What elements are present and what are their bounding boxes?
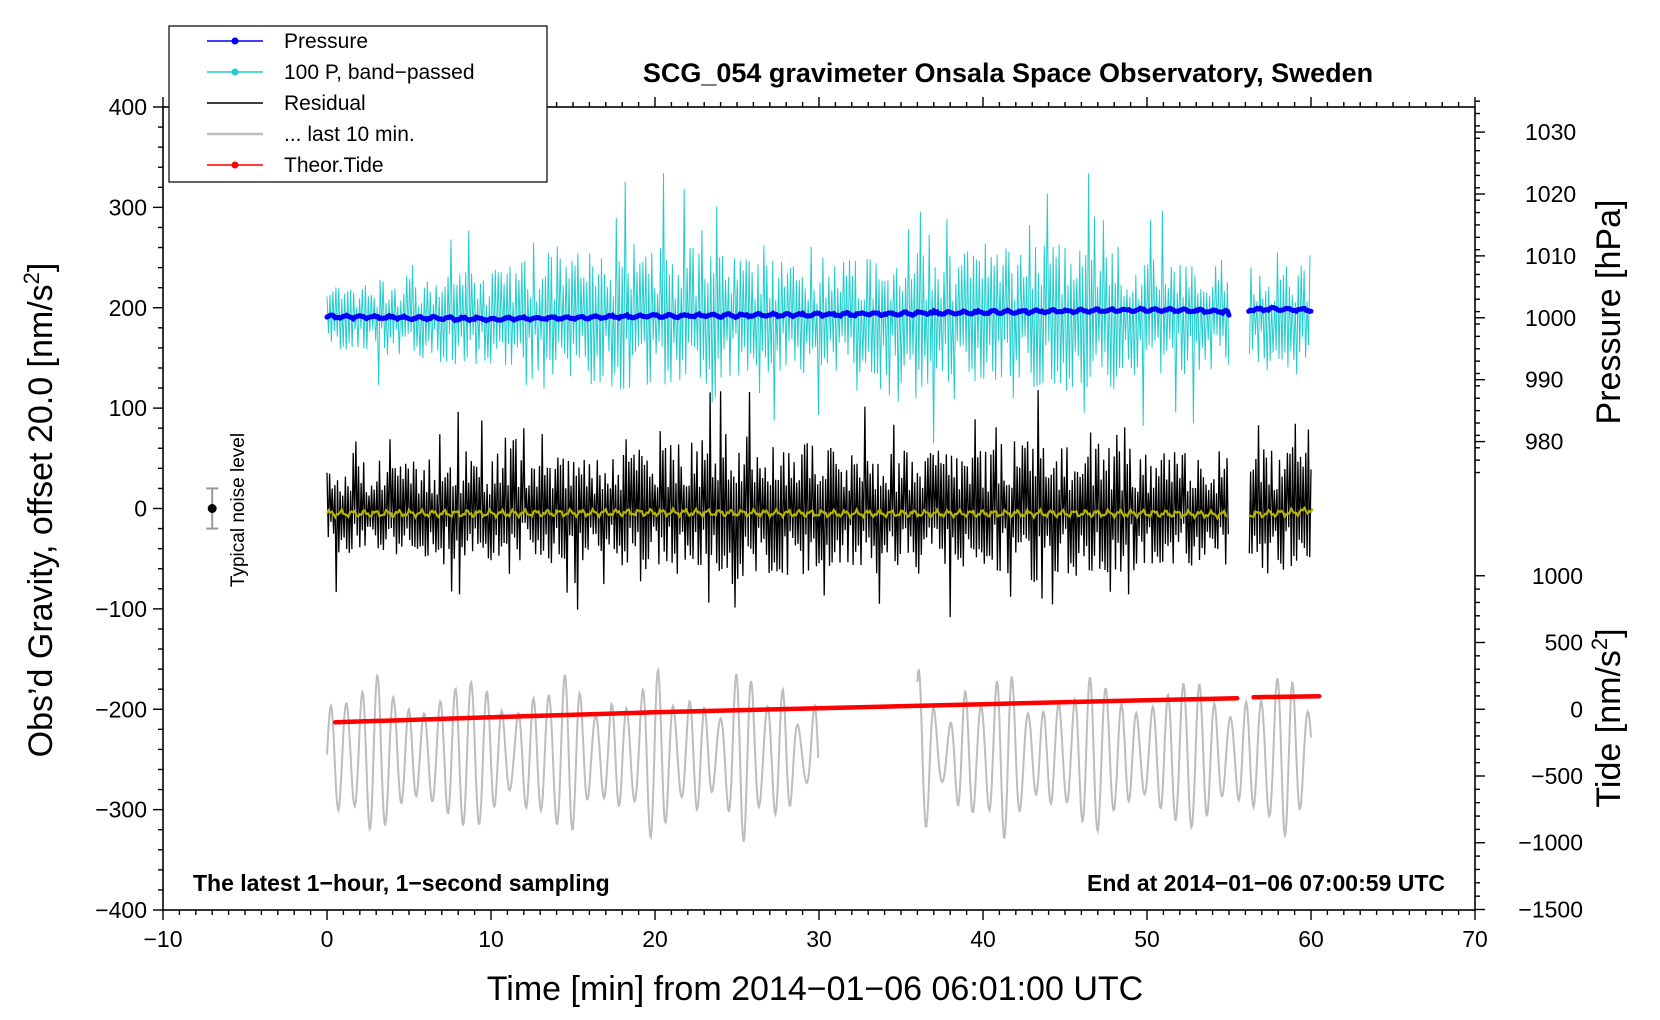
series-layer (324, 173, 1322, 842)
noise-level-indicator (206, 487, 219, 530)
pressure-tick-label: 990 (1525, 367, 1563, 393)
y-tick-label: 100 (109, 395, 147, 421)
legend-label: ... last 10 min. (284, 123, 415, 146)
x-tick-label: 40 (970, 926, 996, 952)
theoretical-tide-line-2 (1251, 693, 1322, 700)
x-tick-label: −10 (143, 926, 182, 952)
x-tick-label: 30 (806, 926, 832, 952)
y-tick-label: −200 (95, 696, 147, 722)
noise-level-label: Typical noise level (228, 433, 249, 587)
tide-tick-label: −500 (1531, 763, 1583, 789)
y-tick-label: −100 (95, 596, 147, 622)
y-tick-label: 0 (134, 496, 147, 522)
legend-label: Residual (284, 92, 366, 115)
pressure-line-2 (1246, 305, 1314, 315)
legend-marker (231, 37, 239, 45)
x-axis-title: Time [min] from 2014−01−06 06:01:00 UTC (487, 970, 1143, 1008)
y-tick-label: 300 (109, 194, 147, 220)
pressure-tick-label: 980 (1525, 429, 1563, 455)
last-10-min-line-1 (326, 666, 820, 842)
x-tick-label: 10 (478, 926, 504, 952)
legend-marker (231, 68, 239, 76)
x-tick-label: 70 (1462, 926, 1488, 952)
x-tick-label: 0 (321, 926, 334, 952)
tide-axis-title: Tide [nm/s2] (1587, 628, 1628, 807)
legend-label: 100 P, band−passed (284, 61, 475, 84)
tide-tick-label: −1500 (1518, 896, 1583, 922)
y-tick-label: −300 (95, 797, 147, 823)
legend-box (168, 25, 548, 183)
x-tick-label: 20 (642, 926, 668, 952)
legend: Pressure 100 P, band−passed Residual ... la… (168, 25, 548, 183)
legend-marker (231, 161, 239, 169)
chart-title: SCG_054 gravimeter Onsala Space Observat… (643, 58, 1373, 88)
axes-layer: −10 0 10 20 30 40 50 60 70−400−300−200−100010020… (95, 94, 1583, 952)
tide-tick-label: 1000 (1532, 563, 1583, 589)
tide-tick-label: 500 (1545, 630, 1583, 656)
x-tick-label: 50 (1134, 926, 1160, 952)
y-tick-label: 200 (109, 295, 147, 321)
legend-label: Pressure (284, 30, 368, 53)
pressure-axis-title: Pressure [hPa] (1590, 200, 1628, 425)
last-10-min-line-2 (916, 668, 1312, 839)
sampling-note: The latest 1−hour, 1−second sampling (193, 870, 610, 896)
y-axis-title: Obs’d Gravity, offset 20.0 [nm/s2] (19, 263, 60, 758)
y-tick-label: 400 (109, 94, 147, 120)
legend-label: Theor.Tide (284, 154, 384, 177)
residual-smoothed-line (326, 505, 1314, 521)
pressure-tick-label: 1030 (1525, 119, 1576, 145)
x-tick-label: 60 (1298, 926, 1324, 952)
end-time-note: End at 2014−01−06 07:00:59 UTC (1087, 870, 1445, 896)
tide-tick-label: −1000 (1518, 830, 1583, 856)
pressure-tick-label: 1010 (1525, 243, 1576, 269)
pressure-tick-label: 1000 (1525, 305, 1576, 331)
tide-tick-label: 0 (1570, 696, 1583, 722)
noise-bar-dot (207, 504, 217, 513)
y-tick-label: −400 (95, 897, 147, 923)
theoretical-tide-line-1 (332, 695, 1240, 725)
pressure-line-1 (324, 305, 1232, 324)
pressure-tick-label: 1020 (1525, 181, 1576, 207)
